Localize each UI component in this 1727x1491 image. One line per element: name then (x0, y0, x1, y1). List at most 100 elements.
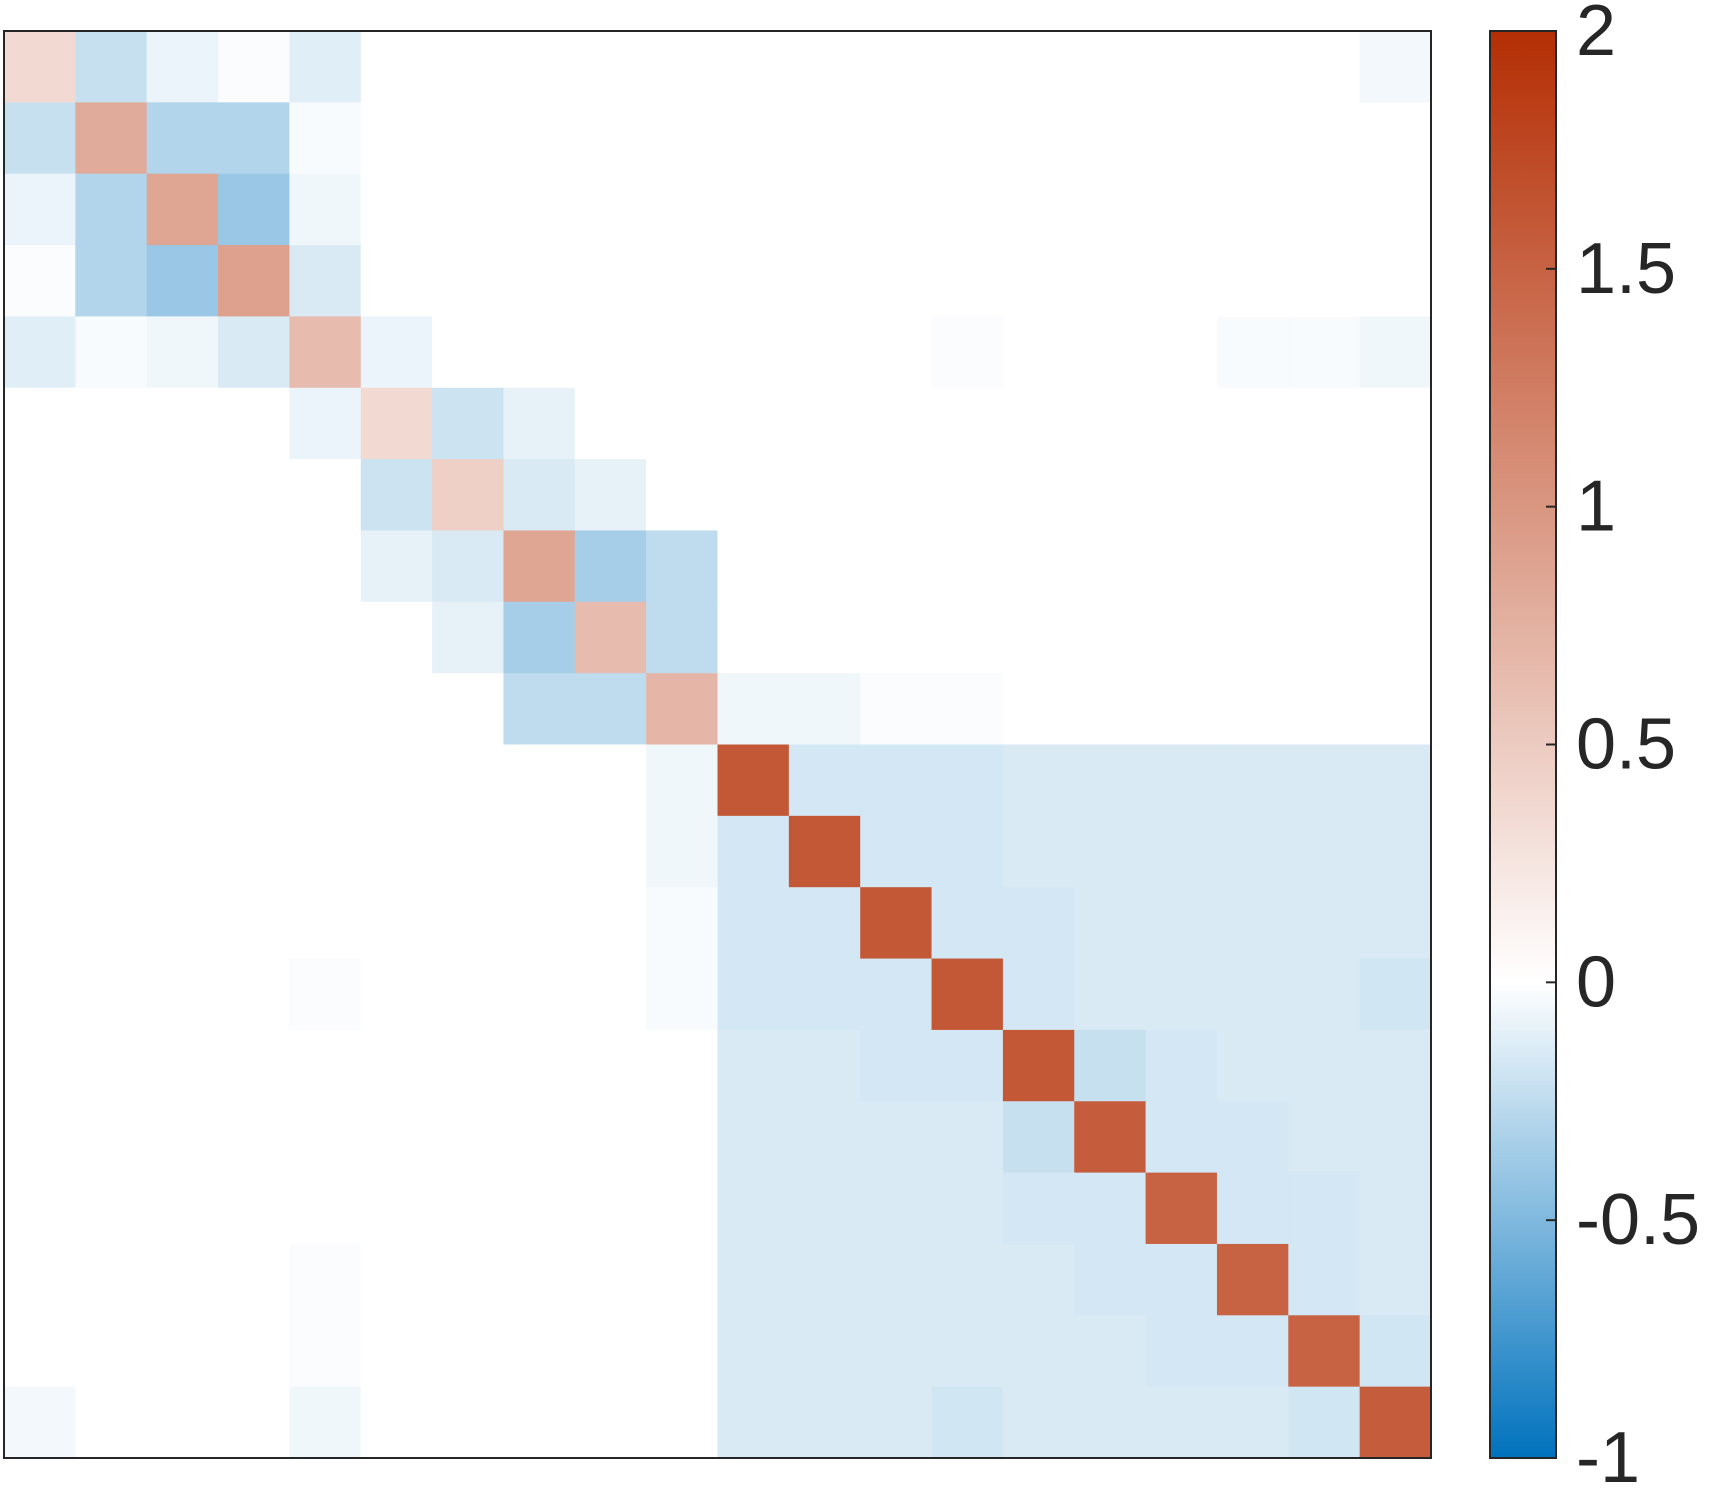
heatmap-cell (432, 1101, 505, 1174)
heatmap-cell (860, 815, 933, 888)
heatmap-cell (432, 530, 505, 603)
heatmap-cell (360, 601, 433, 674)
heatmap-cell (1359, 387, 1432, 460)
heatmap-cell (360, 958, 433, 1031)
heatmap-cell (574, 1029, 647, 1102)
heatmap-cell (1002, 601, 1075, 674)
heatmap-cell (432, 1386, 505, 1459)
heatmap-cell (1145, 673, 1218, 746)
heatmap-cell (646, 1029, 719, 1102)
heatmap-cell (1216, 459, 1289, 532)
heatmap-cell (289, 316, 362, 389)
heatmap-cell (788, 815, 861, 888)
heatmap-cell (717, 1029, 790, 1102)
heatmap-cell (1288, 887, 1361, 960)
heatmap-cell (1074, 316, 1147, 389)
heatmap-cell (717, 530, 790, 603)
heatmap-cell (218, 601, 290, 674)
heatmap-cell (360, 459, 433, 532)
heatmap-cell (146, 815, 219, 888)
heatmap-cell (432, 1029, 505, 1102)
heatmap-cell (146, 31, 219, 103)
heatmap-cell (218, 459, 290, 532)
heatmap-cell (1145, 1243, 1218, 1316)
heatmap-cell (717, 316, 790, 389)
heatmap-cell (931, 387, 1004, 460)
heatmap-cell (146, 1315, 219, 1388)
heatmap-cell (1216, 1029, 1289, 1102)
heatmap-cell (360, 530, 433, 603)
heatmap-cell (860, 31, 933, 103)
colorbar-tick-label: 1 (1576, 467, 1616, 547)
heatmap-cell (1074, 958, 1147, 1031)
heatmap-cell (75, 459, 148, 532)
heatmap-cell (1288, 31, 1361, 103)
heatmap-cell (1359, 744, 1432, 817)
heatmap-cell (860, 387, 933, 460)
colorbar-ticks: 2 1.5 1 0.5 0 -0.5 -1 (1546, 0, 1700, 1491)
heatmap-cell (1145, 958, 1218, 1031)
heatmap-cell (432, 387, 505, 460)
heatmap-cell (1359, 815, 1432, 888)
heatmap-cell (1359, 31, 1432, 103)
heatmap-cell (931, 601, 1004, 674)
heatmap-cell (1002, 102, 1075, 175)
heatmap-cell (503, 245, 576, 317)
heatmap-cell (4, 815, 76, 888)
heatmap-cell (218, 744, 290, 817)
heatmap-cell (717, 245, 790, 317)
heatmap-cell (4, 530, 76, 603)
heatmap-cell (289, 1315, 362, 1388)
heatmap-cell (1359, 530, 1432, 603)
heatmap-cell (646, 601, 719, 674)
heatmap-cell (1145, 1386, 1218, 1459)
heatmap-cell (646, 887, 719, 960)
heatmap-cell (503, 815, 576, 888)
heatmap-cell (4, 601, 76, 674)
heatmap-cell (931, 815, 1004, 888)
heatmap-cell (503, 530, 576, 603)
heatmap-cell (646, 459, 719, 532)
colorbar-tick-label: 1.5 (1576, 229, 1676, 309)
heatmap-cell (1002, 1172, 1075, 1245)
heatmap-cell (289, 601, 362, 674)
heatmap-cell (860, 316, 933, 389)
heatmap-cell (788, 387, 861, 460)
heatmap-cell (574, 815, 647, 888)
heatmap-cell (1288, 173, 1361, 246)
heatmap-cell (860, 601, 933, 674)
heatmap-cell (646, 1243, 719, 1316)
heatmap-cell (289, 1172, 362, 1245)
heatmap-cell (860, 530, 933, 603)
heatmap-cell (931, 1315, 1004, 1388)
heatmap-cell (218, 1243, 290, 1316)
heatmap-cell (75, 387, 148, 460)
heatmap-cell (1288, 744, 1361, 817)
heatmap-cell (1002, 1243, 1075, 1316)
heatmap-cell (289, 1386, 362, 1459)
heatmap-cell (1288, 102, 1361, 175)
heatmap-cell (931, 1172, 1004, 1245)
heatmap-cell (218, 815, 290, 888)
heatmap-cell (1145, 173, 1218, 246)
heatmap-cell (75, 887, 148, 960)
heatmap-cell (1145, 1315, 1218, 1388)
heatmap-cell (360, 387, 433, 460)
heatmap-cell (860, 1172, 933, 1245)
heatmap-cell (1002, 459, 1075, 532)
heatmap-cell (931, 1243, 1004, 1316)
heatmap-cell (503, 673, 576, 746)
heatmap-cell (1288, 1386, 1361, 1459)
heatmap-cell (1359, 102, 1432, 175)
heatmap-cell (931, 245, 1004, 317)
heatmap-cell (75, 744, 148, 817)
heatmap-cell (1359, 173, 1432, 246)
heatmap-cell (1288, 316, 1361, 389)
heatmap-cell (360, 1315, 433, 1388)
heatmap-cell (503, 102, 576, 175)
heatmap-cell (75, 1386, 148, 1459)
heatmap-cell (717, 102, 790, 175)
heatmap-cell (1216, 1315, 1289, 1388)
heatmap-cell (432, 1315, 505, 1388)
